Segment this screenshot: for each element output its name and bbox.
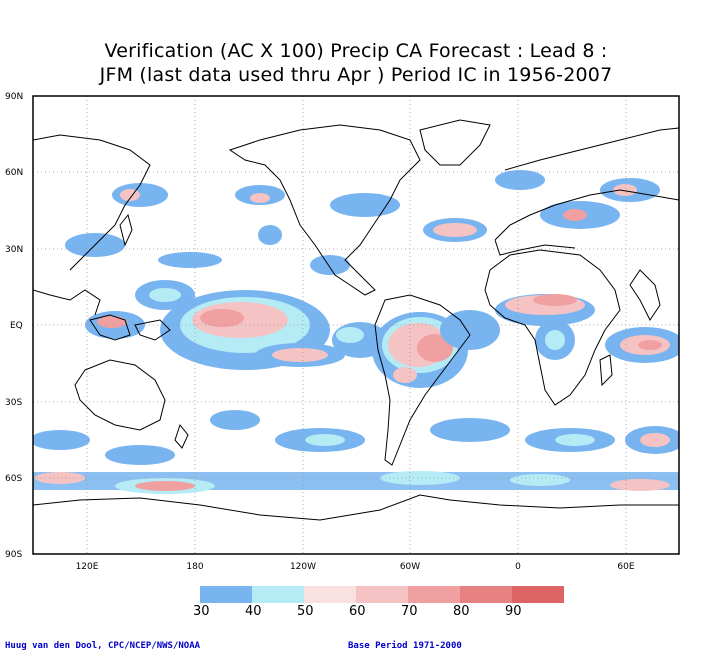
colorbar-label: 80	[453, 604, 470, 619]
lon-label: 60E	[617, 562, 634, 572]
lat-label: 60N	[5, 168, 23, 178]
footer-base-period: Base Period 1971-2000	[348, 641, 462, 651]
lon-label: 180	[186, 562, 203, 572]
lat-label: 60S	[5, 474, 22, 484]
coastlines	[33, 119, 679, 521]
colorbar-swatch	[304, 586, 356, 603]
lat-label: 90N	[5, 92, 23, 102]
colorbar-swatch	[512, 586, 564, 603]
latitude-labels: 90N 60N 30N EQ 30S 60S 90S	[5, 92, 23, 560]
lat-label: 90S	[5, 550, 22, 560]
colorbar-label: 30	[193, 604, 210, 619]
colorbar-label: 60	[349, 604, 366, 619]
map-title-line-1: Verification (AC X 100) Precip CA Foreca…	[104, 40, 608, 62]
longitude-labels: 120E 180 120W 60W 0 60E	[76, 562, 635, 572]
lon-label: 0	[515, 562, 521, 572]
lon-label: 60W	[400, 562, 420, 572]
lon-label: 120E	[76, 562, 99, 572]
colorbar-swatch	[460, 586, 512, 603]
map-frame	[32, 95, 680, 555]
colorbar-label: 40	[245, 604, 262, 619]
lat-label: 30N	[5, 245, 23, 255]
colorbar-label: 50	[297, 604, 314, 619]
grid-lines	[33, 96, 679, 554]
colorbar-label: 90	[505, 604, 522, 619]
correlation-shading	[33, 170, 679, 494]
lat-label: EQ	[10, 321, 23, 331]
colorbar-swatch	[356, 586, 408, 603]
colorbar	[200, 586, 564, 603]
map-title-line-2: JFM (last data used thru Apr ) Period IC…	[99, 64, 613, 86]
colorbar-label: 70	[401, 604, 418, 619]
lon-label: 120W	[290, 562, 316, 572]
colorbar-swatch	[252, 586, 304, 603]
colorbar-swatch	[408, 586, 460, 603]
footer-credit: Huug van den Dool, CPC/NCEP/NWS/NOAA	[5, 641, 201, 651]
colorbar-swatch	[200, 586, 252, 603]
lat-label: 30S	[5, 398, 22, 408]
